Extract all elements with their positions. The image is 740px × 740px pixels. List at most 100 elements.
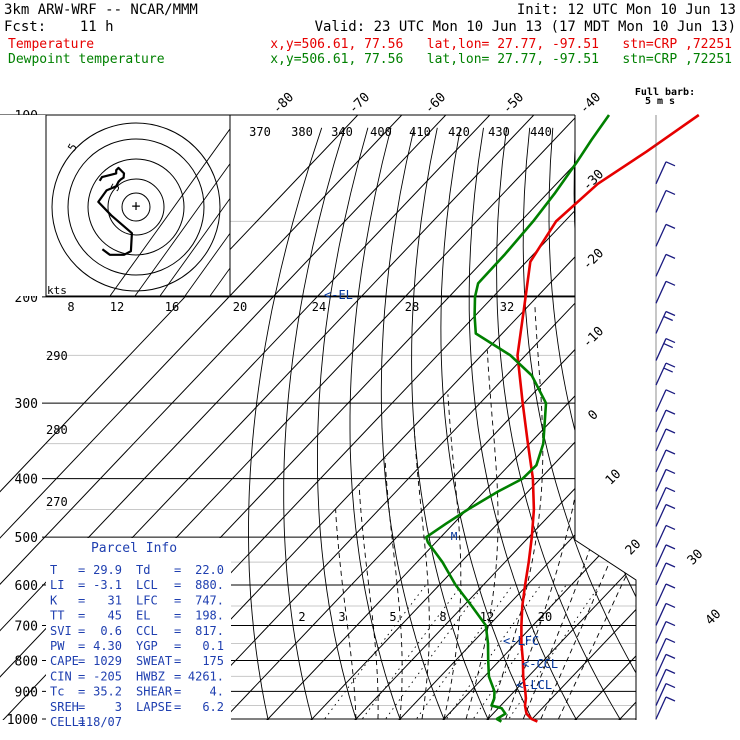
theta-label: 400 [370,125,392,139]
moist-adiabat [358,485,379,719]
moist-adiabat [335,509,357,719]
hodograph-grid-line [360,115,490,296]
pressure-tick-label: 700 [15,619,38,634]
parcel-info-cell: 175 [202,654,224,668]
temperature-trace [516,113,700,723]
parcel-info-cell: 0.1 [202,639,224,653]
parcel-info-cell: CELL [50,715,79,729]
isotherm-line [343,115,636,720]
parcel-info-cell: = [78,669,85,683]
mixing-ratio-label: 20 [538,610,552,624]
parcel-info-cell: LI [50,578,64,592]
parcel-info-cell: 747. [195,593,224,607]
dry-adiabat [668,128,740,732]
hodograph-ring [121,192,151,222]
mixing-ratio-label: 2 [298,610,305,624]
dewpoint-legend-info: x,y=506.61, 77.56 lat,lon= 27.77, -97.51… [270,52,732,67]
wind-barb [655,310,676,334]
isotherm-line [255,115,636,720]
parcel-info-cell: -205 [93,669,122,683]
parcel-info-cell: = [78,654,85,668]
isotherm-label: -20 [580,246,607,273]
wind-barb [655,189,676,213]
parcel-info-cell: K [50,593,58,607]
theta-label: 380 [291,125,313,139]
parcel-info-cell: = [78,609,85,623]
parcel-info-cell: 35.2 [93,685,122,699]
hodograph-speed-labels: 8 12 16 20 24 28 32 [67,300,514,314]
parcel-info-cell: CCL [136,624,158,638]
moist-adiabat [522,221,636,720]
parcel-info-cell: 4.30 [93,639,122,653]
parcel-info-cell: 45 [108,609,122,623]
parcel-info-cell: YGP [136,639,158,653]
dry-adiabat [548,127,636,720]
hodograph-speed-label: 12 [110,300,124,314]
hodograph-grid-line [335,115,465,296]
theta-lines [109,115,490,296]
wind-barb [655,583,676,607]
parcel-info-cell: Tc [50,685,64,699]
isotherm-line [0,115,371,720]
lcl-level-label: <-LCL [516,678,552,692]
isotherm-line [0,115,415,720]
parcel-info-cell: = [174,685,181,699]
pressure-axis-labels: 1002003004005006007008009001000 [7,109,38,728]
wind-barb [655,544,676,568]
dry-adiabat [496,127,629,720]
mixing-ratio-label: 5 [389,610,396,624]
parcel-info-cell: = [78,685,85,699]
theta-label: 430 [488,125,510,139]
pressure-tick-label: 600 [15,579,38,594]
hodograph-speed-label: 8 [67,300,74,314]
isotherm-label: 40 [703,607,725,629]
wind-barb [655,223,676,247]
parcel-info-cell: 0.6 [100,624,122,638]
wind-barb [655,562,676,586]
theta-side-label: 280 [46,423,68,437]
hodograph-ring [107,178,165,236]
hodograph-grid-line [285,115,415,296]
ccl-level-label: <-CCL [522,657,558,671]
isotherm-line [607,115,636,720]
mixing-ratio-line [499,584,601,720]
hodograph-center-marker: + [131,197,140,215]
parcel-info-cell: 29.9 [93,563,122,577]
parcel-info-cell: 4. [210,685,224,699]
parcel-info-cell: = [174,624,181,638]
hodograph-grid-line [159,197,230,296]
parcel-info-cell: = [174,593,181,607]
isotherm-label: 30 [685,547,707,569]
wind-barb [655,280,676,304]
dry-adiabat [317,127,369,720]
wind-barb [655,503,676,527]
parcel-info-cell: SWEAT [136,654,172,668]
parcel-marker: M [451,530,458,543]
dewpoint-trace [424,114,611,723]
moist-adiabat [443,394,462,720]
wind-barb [655,449,676,473]
wind-barb [655,428,676,452]
parcel-info-cell: = [78,700,85,714]
mixing-ratio-lines [314,584,601,720]
dry-adiabat [621,127,636,720]
pressure-tick-label: 900 [15,685,38,700]
hodograph-speed-label: 16 [165,300,179,314]
parcel-info-cell: = [174,563,181,577]
parcel-info-cell: = [174,578,181,592]
model-title: 3km ARW-WRF -- NCAR/MMM [4,2,198,18]
wind-barb [655,653,676,677]
parcel-info-cell: = [78,593,85,607]
isotherm-label: 20 [623,537,645,559]
parcel-info-cell: CAPE [50,654,79,668]
pressure-tick-label: 300 [15,397,38,412]
theta-side-labels: 290 280 270 [46,349,68,509]
barb-legend-units: 5 m s [645,96,675,107]
wind-barb [655,620,676,644]
moist-adiabat [557,221,636,720]
theta-label: 420 [448,125,470,139]
parcel-info-cell: HWBZ [136,669,165,683]
parcel-info-cell: 22.0 [195,563,224,577]
parcel-info-cell: = [78,578,85,592]
lfc-level-label: <-LFC [503,634,539,648]
